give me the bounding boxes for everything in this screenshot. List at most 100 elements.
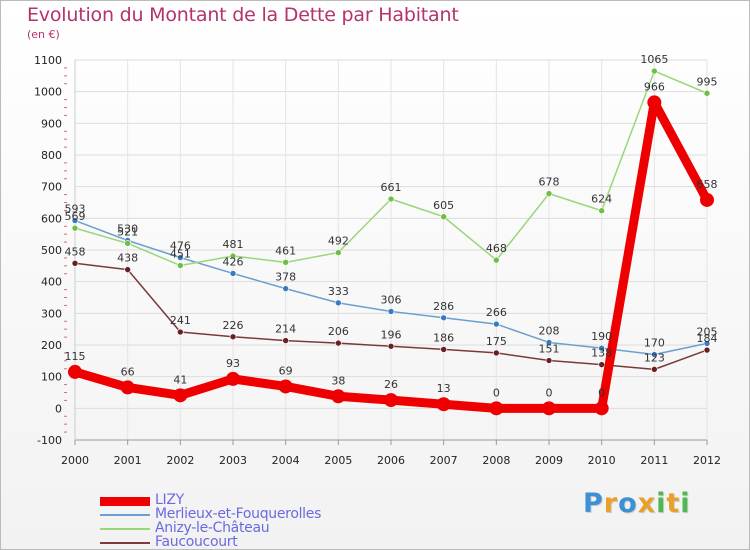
data-label-anizy-le-chateau: 661 xyxy=(381,181,402,194)
data-label-merlieux-et-fouquerolles: 170 xyxy=(644,337,665,350)
data-label-faucoucourt: 241 xyxy=(170,314,191,327)
data-label-faucoucourt: 184 xyxy=(697,332,718,345)
data-label-anizy-le-chateau: 492 xyxy=(328,235,349,248)
data-point-faucoucourt xyxy=(71,259,79,267)
logo-letter: i xyxy=(680,488,691,519)
data-point-lizy xyxy=(489,401,504,416)
x-tick-label: 2007 xyxy=(430,454,458,467)
proxiti-logo: Proxiti xyxy=(583,488,691,519)
data-label-faucoucourt: 186 xyxy=(433,331,454,344)
legend-label: Merlieux-et-Fouquerolles xyxy=(155,506,322,522)
data-point-merlieux-et-fouquerolles xyxy=(282,285,289,292)
data-label-lizy: 66 xyxy=(121,365,135,378)
y-tick-label: 300 xyxy=(41,307,62,320)
data-label-lizy: 0 xyxy=(493,386,500,399)
data-label-anizy-le-chateau: 461 xyxy=(275,244,296,257)
data-label-anizy-le-chateau: 605 xyxy=(433,199,454,212)
y-tick-label: -100 xyxy=(37,434,62,447)
data-label-anizy-le-chateau: 569 xyxy=(65,210,86,223)
data-label-lizy: 13 xyxy=(437,382,451,395)
data-label-faucoucourt: 458 xyxy=(65,245,86,258)
data-point-lizy xyxy=(278,379,293,394)
data-point-merlieux-et-fouquerolles xyxy=(71,217,79,224)
data-point-merlieux-et-fouquerolles xyxy=(387,308,395,315)
data-point-merlieux-et-fouquerolles xyxy=(598,344,605,352)
data-point-lizy xyxy=(384,393,398,408)
data-point-merlieux-et-fouquerolles xyxy=(703,340,711,347)
axis-layer: -100010020030040050060070080090010001100… xyxy=(34,54,721,467)
data-label-lizy: 26 xyxy=(384,378,398,391)
legend-swatch xyxy=(100,514,150,516)
logo-letter: x xyxy=(637,488,657,519)
legend-swatch xyxy=(100,496,150,506)
data-label-anizy-le-chateau: 1065 xyxy=(640,53,668,66)
data-point-faucoucourt xyxy=(493,349,500,357)
legend-swatch xyxy=(100,528,150,530)
data-point-faucoucourt xyxy=(124,266,131,273)
x-tick-label: 2003 xyxy=(219,454,247,467)
data-label-lizy: 658 xyxy=(697,178,718,191)
x-tick-label: 2004 xyxy=(272,454,300,467)
data-point-lizy xyxy=(331,389,346,404)
data-point-anizy-le-chateau xyxy=(229,252,237,260)
data-label-merlieux-et-fouquerolles: 205 xyxy=(697,325,718,338)
chart-subtitle: (en €) xyxy=(27,28,60,41)
legend-label: LIZY xyxy=(155,492,184,508)
x-tick-label: 2012 xyxy=(693,454,721,467)
data-point-anizy-le-chateau xyxy=(177,262,184,269)
data-point-faucoucourt xyxy=(177,328,184,336)
data-point-anizy-le-chateau xyxy=(440,213,447,221)
y-tick-label: 400 xyxy=(41,276,62,289)
y-tick-label: 800 xyxy=(41,149,62,162)
data-label-lizy: 966 xyxy=(644,80,665,93)
legend-label: Faucoucourt xyxy=(155,534,238,550)
x-tick-label: 2008 xyxy=(482,454,510,467)
data-label-faucoucourt: 214 xyxy=(275,323,296,336)
data-point-anizy-le-chateau xyxy=(282,259,289,266)
logo-letter: i xyxy=(656,488,667,519)
data-point-merlieux-et-fouquerolles xyxy=(177,254,184,261)
x-tick-label: 2001 xyxy=(114,454,142,467)
data-label-merlieux-et-fouquerolles: 306 xyxy=(381,293,402,306)
data-label-faucoucourt: 138 xyxy=(591,347,612,360)
data-label-faucoucourt: 438 xyxy=(117,252,138,265)
data-label-merlieux-et-fouquerolles: 593 xyxy=(65,203,86,216)
data-label-lizy: 93 xyxy=(226,357,240,370)
logo-letter: P xyxy=(583,488,604,519)
data-point-faucoucourt xyxy=(598,361,605,368)
data-point-faucoucourt xyxy=(335,339,342,347)
data-label-faucoucourt: 123 xyxy=(644,351,665,364)
data-point-lizy xyxy=(700,192,714,207)
data-point-merlieux-et-fouquerolles xyxy=(651,351,658,358)
data-point-faucoucourt xyxy=(282,337,289,344)
data-label-faucoucourt: 206 xyxy=(328,325,349,338)
data-point-lizy xyxy=(226,371,240,386)
data-label-merlieux-et-fouquerolles: 426 xyxy=(223,255,244,268)
x-tick-label: 2000 xyxy=(61,454,89,467)
data-label-merlieux-et-fouquerolles: 333 xyxy=(328,285,349,298)
legend-swatch xyxy=(100,542,150,544)
x-tick-label: 2011 xyxy=(640,454,668,467)
data-label-merlieux-et-fouquerolles: 378 xyxy=(275,271,296,284)
data-point-faucoucourt xyxy=(229,333,237,341)
y-tick-label: 1100 xyxy=(34,54,62,67)
y-tick-label: 200 xyxy=(41,339,62,352)
data-point-merlieux-et-fouquerolles xyxy=(493,320,500,328)
data-label-lizy: 0 xyxy=(546,386,553,399)
x-tick-label: 2010 xyxy=(588,454,616,467)
data-label-anizy-le-chateau: 521 xyxy=(117,225,138,238)
y-tick-label: 0 xyxy=(55,402,62,415)
data-label-lizy: 38 xyxy=(331,374,345,387)
data-label-faucoucourt: 226 xyxy=(223,319,244,332)
y-tick-label: 1000 xyxy=(34,86,62,99)
data-label-anizy-le-chateau: 678 xyxy=(539,176,560,189)
y-tick-label: 500 xyxy=(41,244,62,257)
data-point-anizy-le-chateau xyxy=(387,195,395,203)
data-point-merlieux-et-fouquerolles xyxy=(545,339,553,346)
data-label-merlieux-et-fouquerolles: 476 xyxy=(170,240,191,253)
data-label-anizy-le-chateau: 451 xyxy=(170,248,191,261)
data-point-lizy xyxy=(173,388,188,403)
data-label-faucoucourt: 175 xyxy=(486,335,507,348)
logo-letter: t xyxy=(666,488,681,519)
y-tick-label: 700 xyxy=(41,181,62,194)
